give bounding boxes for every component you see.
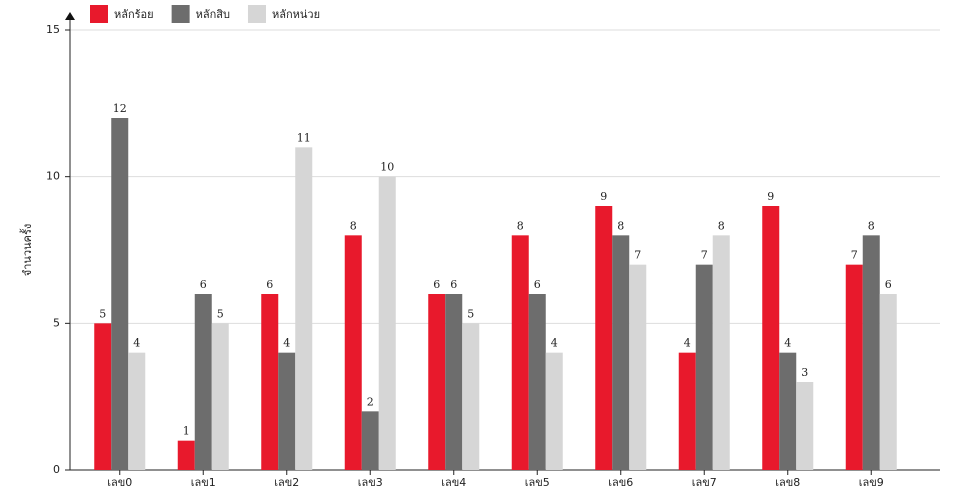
x-tick-label: เลข9	[859, 476, 884, 489]
x-tick-label: เลข1	[191, 476, 216, 489]
value-label: 12	[113, 102, 127, 115]
value-label: 11	[297, 131, 311, 144]
bar	[762, 206, 780, 470]
value-label: 5	[217, 307, 224, 320]
value-label: 6	[266, 278, 273, 291]
value-label: 3	[801, 366, 808, 379]
value-label: 5	[99, 307, 106, 320]
value-label: 4	[784, 337, 791, 350]
bar	[295, 147, 313, 471]
legend-label: หลักหน่วย	[272, 8, 320, 21]
y-tick-label: 0	[53, 463, 60, 476]
x-tick-label: เลข3	[358, 476, 383, 489]
bar	[361, 411, 379, 470]
bar	[128, 352, 146, 470]
bar	[261, 294, 279, 470]
value-label: 4	[133, 337, 140, 350]
bar	[695, 264, 713, 470]
bar	[278, 352, 296, 470]
value-label: 8	[517, 219, 524, 232]
bar	[845, 264, 863, 470]
bar	[879, 294, 897, 470]
y-tick-label: 10	[46, 170, 60, 183]
bar	[462, 323, 480, 470]
bar	[94, 323, 112, 470]
value-label: 7	[701, 249, 708, 262]
value-label: 4	[684, 337, 691, 350]
bar	[862, 235, 880, 470]
x-tick-label: เลข6	[608, 476, 633, 489]
bar	[712, 235, 730, 470]
value-label: 6	[200, 278, 207, 291]
y-tick-label: 5	[53, 316, 60, 329]
bar	[344, 235, 362, 470]
value-label: 4	[283, 337, 290, 350]
x-tick-label: เลข4	[441, 476, 466, 489]
bar	[796, 382, 814, 470]
x-tick-label: เลข7	[692, 476, 717, 489]
value-label: 10	[380, 161, 394, 174]
legend-swatch	[247, 5, 266, 23]
bar	[511, 235, 529, 470]
bar	[445, 294, 463, 470]
bar	[111, 118, 129, 470]
value-label: 9	[600, 190, 607, 203]
bar	[612, 235, 630, 470]
y-tick-label: 15	[46, 23, 60, 36]
value-label: 2	[367, 395, 374, 408]
bar	[779, 352, 797, 470]
bar	[678, 352, 696, 470]
y-axis-label: จำนวนครั้ง	[19, 224, 34, 276]
x-tick-label: เลข0	[107, 476, 132, 489]
value-label: 5	[467, 307, 474, 320]
bar	[545, 352, 563, 470]
bar	[528, 294, 546, 470]
value-label: 9	[767, 190, 774, 203]
x-tick-label: เลข2	[274, 476, 299, 489]
value-label: 8	[718, 219, 725, 232]
bar	[177, 440, 195, 470]
legend-label: หลักสิบ	[196, 8, 230, 21]
value-label: 6	[885, 278, 892, 291]
value-label: 8	[350, 219, 357, 232]
value-label: 8	[617, 219, 624, 232]
bar	[595, 206, 613, 470]
value-label: 6	[534, 278, 541, 291]
value-label: 7	[851, 249, 858, 262]
value-label: 8	[868, 219, 875, 232]
y-axis-arrow	[65, 12, 75, 20]
bar	[211, 323, 229, 470]
bar	[629, 264, 647, 470]
value-label: 7	[634, 249, 641, 262]
legend-swatch	[90, 5, 108, 23]
value-label: 6	[433, 278, 440, 291]
legend-swatch	[171, 5, 190, 23]
value-label: 6	[450, 278, 457, 291]
bar	[428, 294, 446, 470]
legend-label: หลักร้อย	[114, 8, 154, 21]
bar	[194, 294, 212, 470]
x-tick-label: เลข8	[775, 476, 800, 489]
bar	[378, 176, 396, 470]
x-tick-label: เลข5	[525, 476, 550, 489]
value-label: 4	[551, 337, 558, 350]
value-label: 1	[183, 425, 190, 438]
